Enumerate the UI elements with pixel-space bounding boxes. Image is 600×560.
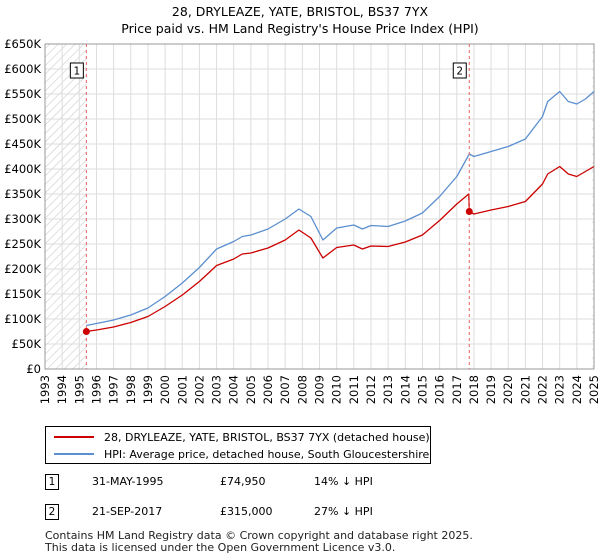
legend-item-price: 28, DRYLEAZE, YATE, BRISTOL, BS37 7YX (d… — [54, 429, 430, 445]
chart-title-line1: 28, DRYLEAZE, YATE, BRISTOL, BS37 7YX — [171, 4, 429, 19]
transaction-hpi-diff: 27% ↓ HPI — [314, 505, 373, 518]
x-tick-label: 1997 — [107, 375, 121, 404]
chart-legend: 28, DRYLEAZE, YATE, BRISTOL, BS37 7YX (d… — [45, 426, 431, 464]
x-tick-label: 2000 — [158, 375, 172, 404]
plot-frame — [44, 43, 595, 370]
y-tick-label: £650K — [4, 37, 41, 51]
legend-price-swatch — [54, 436, 94, 438]
x-tick-label: 2016 — [433, 375, 447, 404]
x-tick-label: 1998 — [124, 375, 138, 404]
legend-hpi-swatch — [54, 453, 94, 455]
x-tick-label: 2019 — [484, 375, 498, 404]
x-tick-label: 2008 — [295, 375, 309, 404]
y-tick-label: £150K — [4, 287, 41, 301]
transaction-number-badge: 1 — [45, 474, 59, 490]
footer-copyright: Contains HM Land Registry data © Crown c… — [45, 530, 473, 554]
price-chart: £0 £50K £100K £150K £200K £250K £300K £350K £400… — [4, 37, 600, 404]
annotation-label: 1 — [74, 66, 81, 78]
x-tick-label: 1999 — [141, 375, 155, 404]
x-tick-label: 2023 — [553, 375, 567, 404]
x-tick-label: 2011 — [347, 375, 361, 404]
y-tick-label: £500K — [4, 112, 41, 126]
y-tick-label: £400K — [4, 162, 41, 176]
x-tick-label: 2003 — [210, 375, 224, 404]
x-tick-label: 2024 — [570, 375, 584, 404]
y-tick-label: £600K — [4, 62, 41, 76]
x-tick-label: 2025 — [587, 375, 600, 404]
sale-point — [465, 208, 473, 215]
x-tick-label: 2017 — [450, 375, 464, 404]
y-tick-label: £250K — [4, 237, 41, 251]
x-tick-label: 2010 — [330, 375, 344, 404]
x-tick-label: 2009 — [313, 375, 327, 404]
legend-price-label: 28, DRYLEAZE, YATE, BRISTOL, BS37 7YX (d… — [104, 430, 430, 444]
transaction-hpi-diff: 14% ↓ HPI — [314, 475, 373, 488]
y-tick-label: £50K — [12, 337, 42, 351]
y-tick-label: £350K — [4, 187, 41, 201]
hatched-region — [45, 44, 87, 369]
x-tick-label: 2020 — [501, 375, 515, 404]
annotation-label: 2 — [456, 66, 463, 78]
x-tick-label: 2018 — [467, 375, 481, 404]
x-tick-label: 2005 — [244, 375, 258, 404]
x-tick-label: 2012 — [364, 375, 378, 404]
x-tick-label: 2015 — [415, 375, 429, 404]
legend-hpi-label: HPI: Average price, detached house, Sout… — [104, 447, 430, 461]
x-tick-label: 2007 — [278, 375, 292, 404]
y-tick-label: £200K — [4, 262, 41, 276]
transaction-price: £315,000 — [220, 505, 273, 518]
x-tick-label: 2022 — [536, 375, 550, 404]
y-tick-label: £100K — [4, 312, 41, 326]
y-tick-label: £550K — [4, 87, 41, 101]
x-tick-label: 2006 — [261, 375, 275, 404]
x-tick-label: 1995 — [72, 375, 86, 404]
x-tick-label: 2002 — [192, 375, 206, 404]
transaction-date: 31-MAY-1995 — [92, 475, 164, 488]
sale-point — [82, 328, 90, 336]
x-tick-label: 2013 — [381, 375, 395, 404]
x-tick-label: 2001 — [175, 375, 189, 404]
x-tick-label: 2004 — [227, 375, 241, 404]
y-tick-label: £300K — [4, 212, 41, 226]
transaction-price: £74,950 — [220, 475, 266, 488]
annotation-box — [69, 62, 84, 79]
annotation-box — [452, 62, 467, 79]
transaction-number-badge: 2 — [45, 504, 59, 520]
x-tick-label: 2021 — [518, 375, 532, 404]
footer-line1: Contains HM Land Registry data © Crown c… — [45, 529, 473, 542]
hpi-line — [86, 90, 595, 327]
footer-line2: This data is licensed under the Open Gov… — [45, 541, 396, 554]
y-tick-label: £450K — [4, 137, 41, 151]
hatched-region — [592, 44, 594, 369]
x-tick-label: 1996 — [89, 375, 103, 404]
x-tick-label: 1994 — [55, 375, 69, 404]
x-tick-label: 1993 — [38, 375, 52, 404]
x-tick-label: 2014 — [398, 375, 412, 404]
legend-item-hpi: HPI: Average price, detached house, Sout… — [54, 446, 429, 462]
chart-title-line2: Price paid vs. HM Land Registry's House … — [121, 21, 479, 36]
y-tick-label: £0 — [26, 362, 41, 376]
transaction-date: 21-SEP-2017 — [92, 505, 163, 518]
price-paid-line — [86, 165, 595, 333]
